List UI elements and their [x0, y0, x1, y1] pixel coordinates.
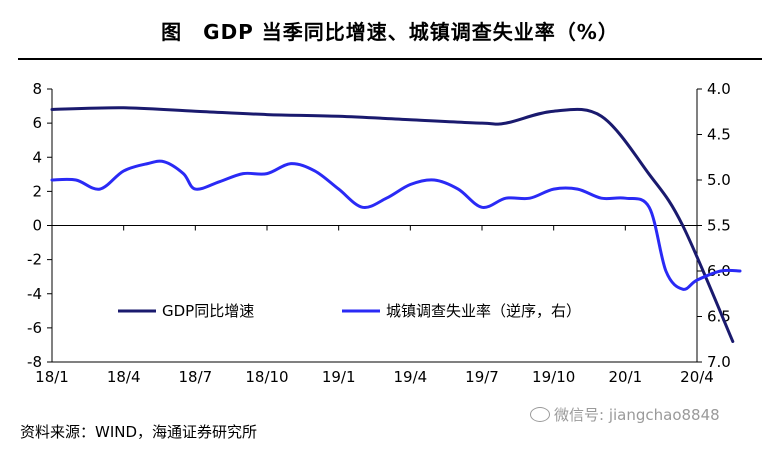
y-left-tick-label: 8 — [32, 80, 42, 98]
chart-title: 图 GDP 当季同比增速、城镇调查失业率（%） — [161, 20, 619, 44]
y-left-tick-label: 4 — [32, 148, 42, 166]
y-left-tick-label: -2 — [27, 251, 42, 269]
watermark: 微信号: jiangchao8848 — [530, 404, 720, 425]
chart-title-bar: 图 GDP 当季同比增速、城镇调查失业率（%） — [0, 0, 780, 60]
series-line-1 — [50, 106, 735, 343]
x-tick-label: 18/10 — [245, 368, 288, 386]
y-left-tick-label: -6 — [27, 319, 42, 337]
y-right-tick-label: 7.0 — [707, 353, 731, 371]
y-right-tick-label: 5.0 — [707, 171, 731, 189]
y-left-tick-label: 0 — [32, 217, 42, 235]
y-left-tick-label: 2 — [32, 182, 42, 200]
x-tick-label: 19/10 — [532, 368, 575, 386]
wechat-icon — [530, 407, 550, 422]
series-line-2 — [50, 159, 742, 291]
x-tick-label: 18/4 — [107, 368, 141, 386]
y-left-tick-label: -8 — [27, 353, 42, 371]
x-tick-label: 19/1 — [322, 368, 356, 386]
y-left-tick-label: 6 — [32, 114, 42, 132]
title-divider — [18, 58, 762, 60]
y-right-tick-label: 4.5 — [707, 126, 731, 144]
x-tick-label: 18/7 — [178, 368, 212, 386]
x-tick-label: 19/4 — [393, 368, 427, 386]
x-tick-label: 20/4 — [680, 368, 714, 386]
watermark-text: 微信号: jiangchao8848 — [554, 406, 720, 424]
x-tick-label: 20/1 — [608, 368, 642, 386]
legend-label-2: 城镇调查失业率（逆序，右） — [386, 302, 581, 320]
x-tick-label: 19/7 — [465, 368, 499, 386]
y-right-tick-label: 5.5 — [707, 217, 731, 235]
x-tick-label: 18/1 — [35, 368, 69, 386]
y-left-tick-label: -4 — [27, 285, 42, 303]
source-note: 资料来源：WIND，海通证券研究所 — [20, 423, 258, 441]
legend-label-1: GDP同比增速 — [162, 302, 254, 320]
y-right-tick-label: 4.0 — [707, 80, 731, 98]
